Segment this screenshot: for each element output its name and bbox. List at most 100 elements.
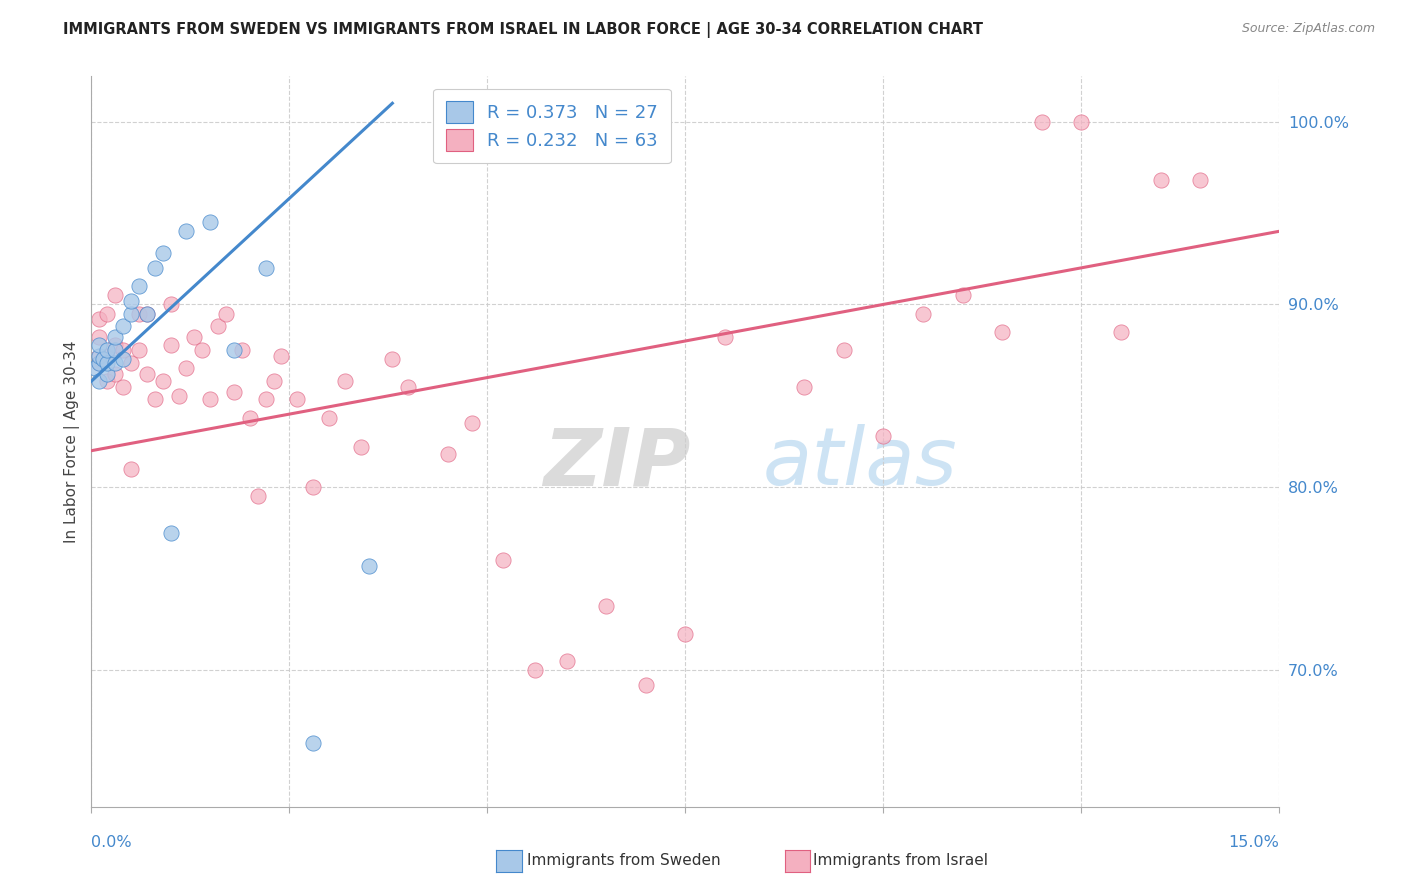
- Point: [460, 416, 482, 430]
- Point: [135, 306, 157, 320]
- Point: [246, 489, 269, 503]
- Text: atlas: atlas: [762, 425, 957, 502]
- Point: [96, 374, 118, 388]
- Point: [350, 440, 373, 454]
- Point: [793, 380, 815, 394]
- Point: [152, 374, 174, 388]
- Legend: R = 0.373   N = 27, R = 0.232   N = 63: R = 0.373 N = 27, R = 0.232 N = 63: [433, 88, 671, 163]
- Point: [112, 352, 135, 367]
- Point: [104, 367, 127, 381]
- Point: [112, 380, 135, 394]
- Point: [239, 410, 262, 425]
- Point: [143, 260, 166, 275]
- Point: [302, 736, 325, 750]
- Point: [159, 337, 181, 351]
- Point: [222, 343, 245, 357]
- Point: [96, 356, 118, 370]
- Point: [595, 599, 617, 613]
- Point: [96, 343, 118, 357]
- Point: [112, 319, 135, 334]
- Point: [135, 306, 157, 320]
- Point: [183, 330, 205, 344]
- Text: 15.0%: 15.0%: [1229, 836, 1279, 850]
- Point: [96, 367, 118, 381]
- Point: [89, 337, 111, 351]
- Text: Immigrants from Israel: Immigrants from Israel: [813, 854, 987, 868]
- Point: [302, 480, 325, 494]
- Point: [96, 306, 118, 320]
- Point: [89, 356, 111, 370]
- Point: [128, 343, 150, 357]
- Point: [1109, 325, 1132, 339]
- Point: [254, 392, 277, 407]
- Point: [112, 343, 135, 357]
- Point: [191, 343, 214, 357]
- Text: ZIP: ZIP: [543, 425, 690, 502]
- Point: [120, 462, 142, 476]
- Point: [222, 385, 245, 400]
- Point: [143, 392, 166, 407]
- Point: [381, 352, 404, 367]
- Point: [952, 288, 974, 302]
- Point: [832, 343, 855, 357]
- Point: [176, 224, 198, 238]
- Point: [104, 356, 127, 370]
- Point: [714, 330, 737, 344]
- Point: [200, 392, 222, 407]
- Point: [285, 392, 308, 407]
- Point: [333, 374, 356, 388]
- Point: [89, 312, 111, 326]
- Point: [318, 410, 340, 425]
- Point: [1031, 114, 1053, 128]
- Point: [254, 260, 277, 275]
- Point: [135, 367, 157, 381]
- Text: IMMIGRANTS FROM SWEDEN VS IMMIGRANTS FROM ISRAEL IN LABOR FORCE | AGE 30-34 CORR: IMMIGRANTS FROM SWEDEN VS IMMIGRANTS FRO…: [63, 22, 983, 38]
- Point: [270, 349, 292, 363]
- Point: [167, 389, 190, 403]
- Point: [207, 319, 229, 334]
- Point: [120, 306, 142, 320]
- Point: [911, 306, 934, 320]
- Point: [96, 349, 118, 363]
- Point: [263, 374, 285, 388]
- Text: Immigrants from Sweden: Immigrants from Sweden: [527, 854, 721, 868]
- Point: [634, 678, 657, 692]
- Point: [673, 626, 696, 640]
- Point: [872, 429, 894, 443]
- Point: [152, 246, 174, 260]
- Point: [523, 663, 546, 677]
- Point: [357, 558, 380, 573]
- Point: [159, 297, 181, 311]
- Point: [215, 306, 238, 320]
- Text: 0.0%: 0.0%: [91, 836, 132, 850]
- Point: [91, 352, 114, 367]
- Point: [128, 279, 150, 293]
- Point: [104, 337, 127, 351]
- Point: [176, 361, 198, 376]
- Point: [1070, 114, 1092, 128]
- Point: [84, 361, 107, 376]
- Point: [89, 330, 111, 344]
- Y-axis label: In Labor Force | Age 30-34: In Labor Force | Age 30-34: [65, 340, 80, 543]
- Point: [104, 288, 127, 302]
- Point: [492, 553, 515, 567]
- Point: [159, 525, 181, 540]
- Point: [89, 374, 111, 388]
- Text: Source: ZipAtlas.com: Source: ZipAtlas.com: [1241, 22, 1375, 36]
- Point: [89, 349, 111, 363]
- Point: [84, 352, 107, 367]
- Point: [89, 356, 111, 370]
- Point: [120, 293, 142, 308]
- Point: [1189, 173, 1212, 187]
- Point: [200, 215, 222, 229]
- Point: [555, 654, 578, 668]
- Point: [991, 325, 1014, 339]
- Point: [120, 356, 142, 370]
- Point: [128, 306, 150, 320]
- Point: [1150, 173, 1173, 187]
- Point: [104, 330, 127, 344]
- Point: [231, 343, 253, 357]
- Point: [436, 447, 458, 461]
- Point: [396, 380, 419, 394]
- Point: [104, 343, 127, 357]
